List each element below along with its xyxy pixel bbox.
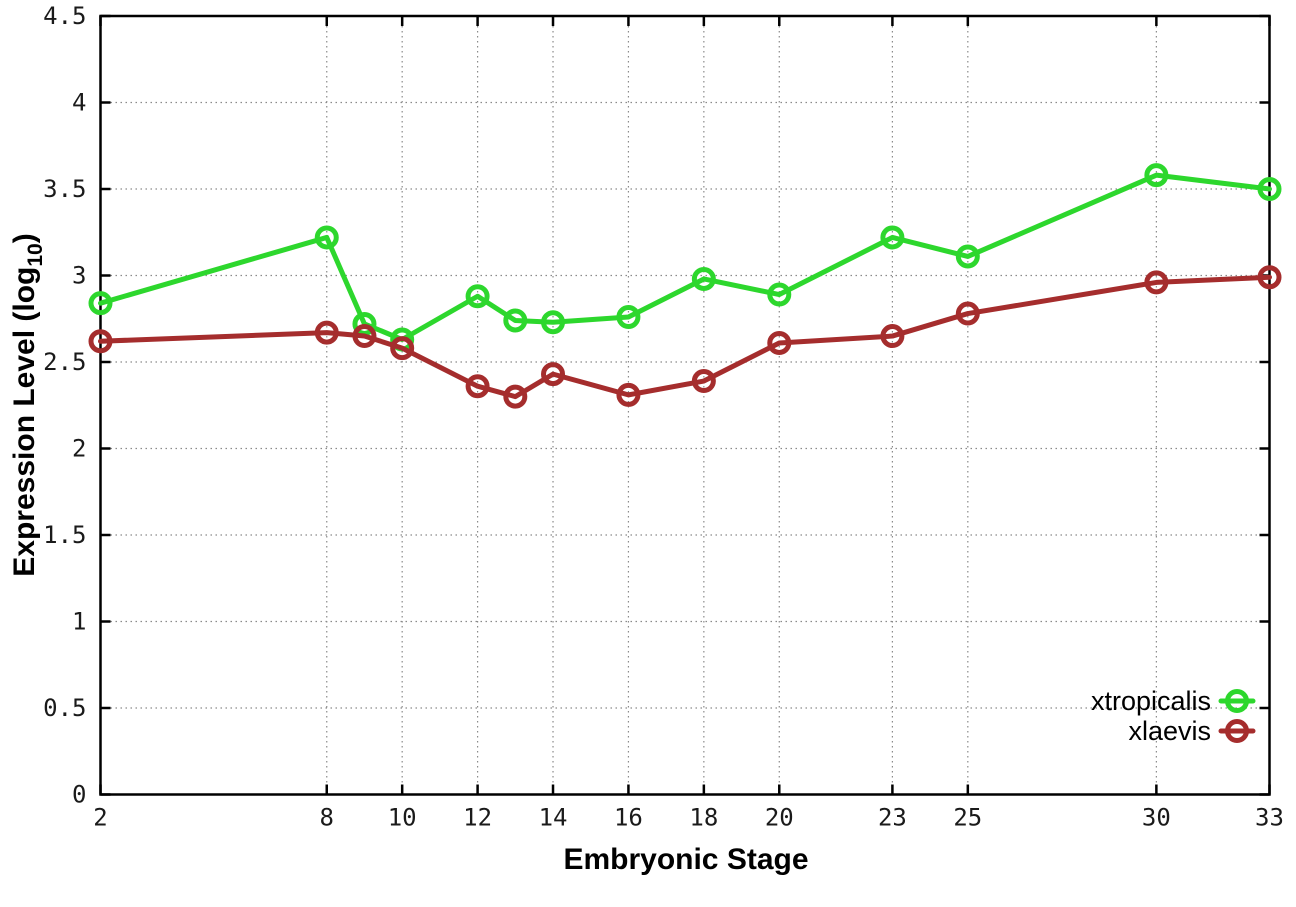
data-point-xtropicalis-13 (503, 308, 528, 333)
data-point-xlaevis-20 (767, 330, 792, 355)
data-point-xtropicalis-9 (352, 311, 377, 336)
x-tick-label: 2 (93, 804, 107, 832)
y-axis-title-subscript: 10 (24, 243, 47, 266)
y-tick-label: 1.5 (43, 521, 86, 549)
y-axis-title-main: Expression Level (log (8, 267, 41, 577)
y-tick-label: 4.5 (43, 2, 86, 30)
data-point-xlaevis-33 (1257, 265, 1282, 290)
gridlines (100, 16, 1270, 795)
data-point-xlaevis-2 (88, 329, 113, 354)
x-tick-label: 14 (539, 804, 568, 832)
data-series-layer (88, 163, 1282, 409)
data-point-xtropicalis-2 (88, 291, 113, 316)
y-tick-label: 2.5 (43, 348, 86, 376)
data-point-xtropicalis-25 (955, 244, 980, 269)
y-tick-label: 1 (72, 608, 86, 636)
data-point-xlaevis-25 (955, 301, 980, 326)
x-tick-label: 25 (953, 804, 982, 832)
x-tick-label: 18 (689, 804, 718, 832)
data-point-xlaevis-13 (503, 384, 528, 409)
data-point-xtropicalis-8 (314, 225, 339, 250)
y-tick-label: 2 (72, 435, 86, 463)
data-point-xtropicalis-23 (880, 225, 905, 250)
data-point-xlaevis-8 (314, 320, 339, 345)
data-point-xlaevis-16 (616, 382, 641, 407)
data-point-xlaevis-30 (1144, 270, 1169, 295)
legend-sample-marker-xtropicalis (1225, 689, 1249, 713)
tick-labels: 2 8 10 12 14 16 18 20 23 25 30 33 0 0.5 1 1.5 2 2.5 3 3.5 4 4… (43, 2, 1284, 832)
y-axis-title-close: ) (8, 233, 41, 243)
data-point-xtropicalis-20 (767, 282, 792, 307)
y-tick-label: 0.5 (43, 694, 86, 722)
y-tick-label: 3.5 (43, 175, 86, 203)
x-tick-label: 12 (463, 804, 492, 832)
y-tick-label: 3 (72, 262, 86, 290)
x-tick-label: 23 (878, 804, 907, 832)
data-point-xtropicalis-18 (691, 266, 716, 291)
y-axis-title: Expression Level (log10) (8, 233, 47, 576)
x-tick-label: 8 (320, 804, 334, 832)
y-tick-label: 0 (72, 781, 86, 809)
data-point-xlaevis-23 (880, 324, 905, 349)
plot-border-layer (99, 14, 1271, 796)
x-tick-label: 16 (614, 804, 643, 832)
data-point-xtropicalis-12 (465, 284, 490, 309)
data-point-xtropicalis-30 (1144, 163, 1169, 188)
plot-border (99, 14, 1271, 796)
series-line-xlaevis (98, 274, 1272, 400)
x-tick-label: 20 (765, 804, 794, 832)
data-point-xtropicalis-16 (616, 305, 641, 330)
data-point-xlaevis-10 (390, 336, 415, 361)
data-point-xlaevis-14 (541, 362, 566, 387)
x-tick-label: 10 (388, 804, 417, 832)
x-tick-label: 33 (1255, 804, 1284, 832)
data-point-xlaevis-9 (352, 324, 377, 349)
x-axis-title: Embryonic Stage (563, 843, 808, 876)
data-point-xtropicalis-33 (1257, 177, 1282, 201)
legend-label-xlaevis: xlaevis (1128, 716, 1211, 746)
series-line-xtropicalis (98, 172, 1272, 343)
data-point-xlaevis-12 (465, 374, 490, 399)
legend-label-xtropicalis: xtropicalis (1091, 686, 1211, 716)
legend-sample-marker-xlaevis (1225, 719, 1249, 743)
data-point-xlaevis-18 (691, 369, 716, 394)
x-tick-label: 30 (1142, 804, 1171, 832)
axis-ticks (99, 14, 1271, 796)
y-tick-label: 4 (72, 89, 86, 117)
data-point-xtropicalis-14 (541, 310, 566, 335)
